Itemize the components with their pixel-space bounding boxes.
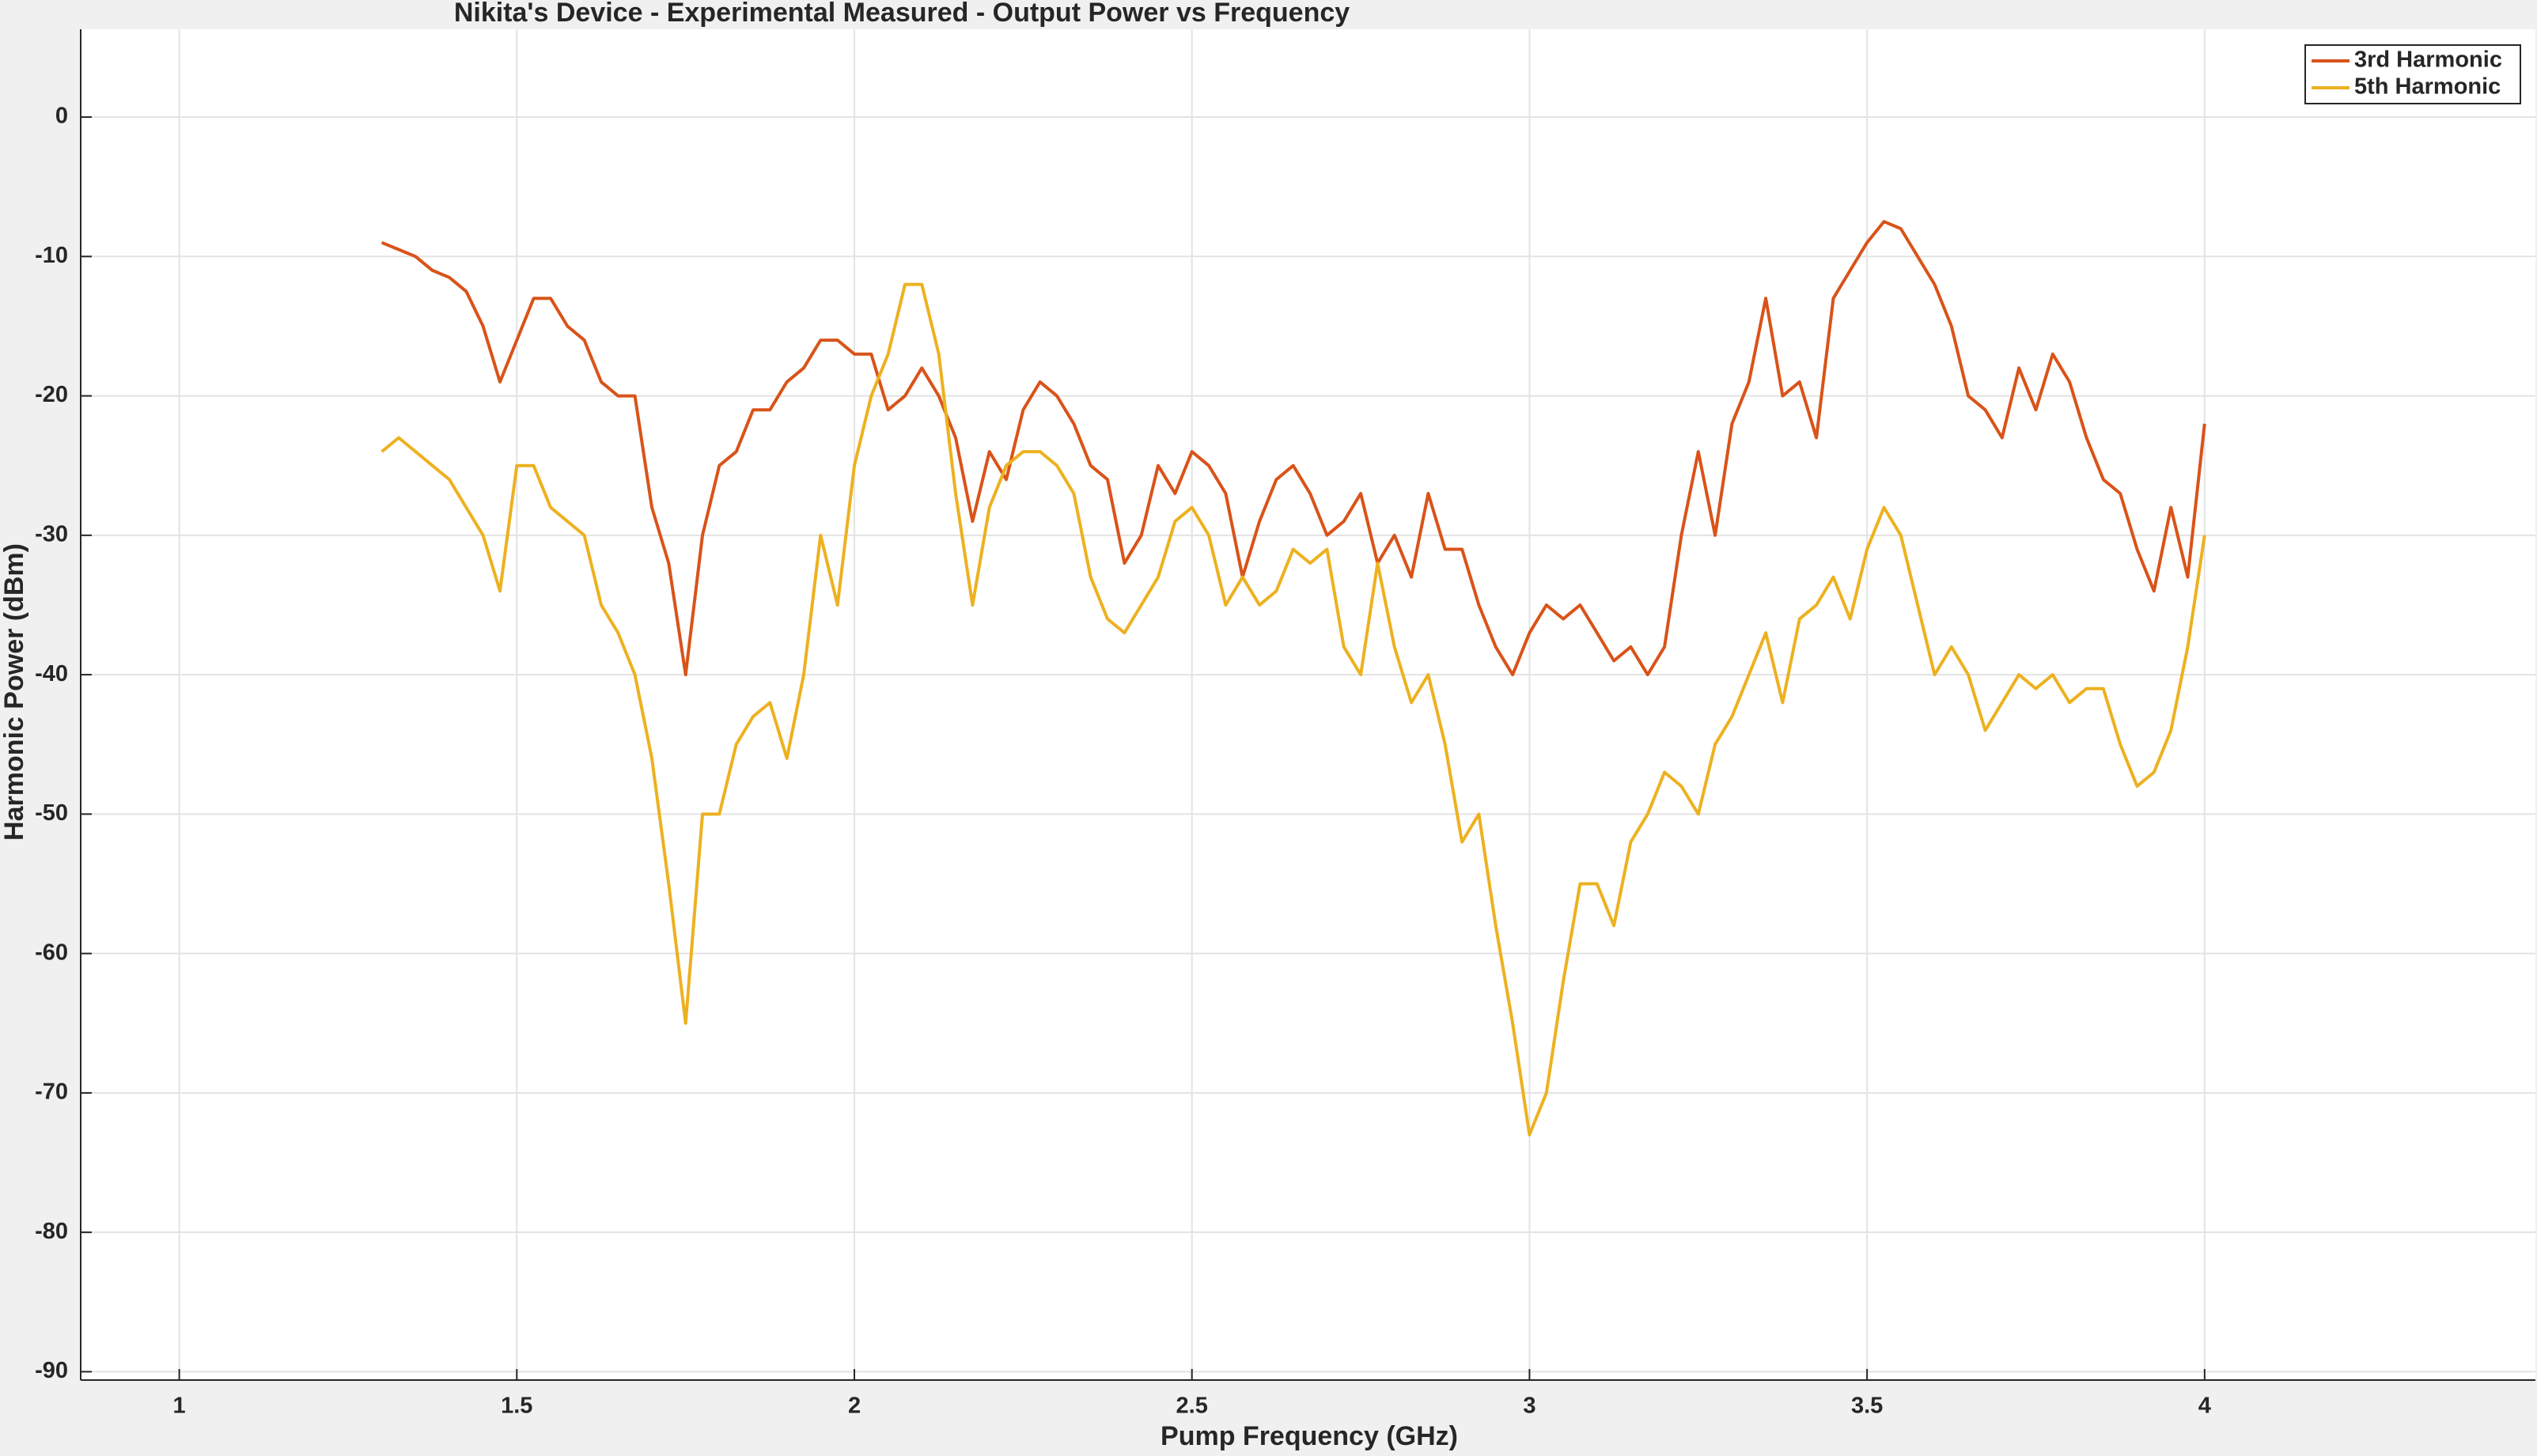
y-tick-label: -40	[35, 661, 68, 686]
chart-title: Nikita's Device - Experimental Measured …	[454, 0, 1350, 28]
y-tick-label: -50	[35, 800, 68, 826]
y-tick-label: -60	[35, 940, 68, 965]
data-line	[381, 282, 2206, 1136]
x-tick-label: 1	[173, 1394, 186, 1419]
legend-box	[2304, 44, 2521, 104]
x-tick-label: 3.5	[1851, 1394, 1883, 1419]
y-tick-label: 0	[55, 104, 68, 129]
plot-area	[81, 29, 2535, 1380]
y-tick-label: -10	[35, 243, 68, 268]
x-tick-label: 4	[2198, 1394, 2211, 1419]
y-tick-label: -70	[35, 1080, 68, 1105]
y-tick-label: -80	[35, 1219, 68, 1244]
legend-label: 3rd Harmonic	[2354, 47, 2502, 73]
x-tick-label: 2.5	[1176, 1394, 1208, 1419]
x-tick-label: 3	[1523, 1394, 1535, 1419]
y-axis-label: Harmonic Power (dBm)	[0, 543, 29, 841]
legend-label: 5th Harmonic	[2354, 74, 2501, 100]
y-tick-label: -20	[35, 382, 68, 407]
x-axis-label: Pump Frequency (GHz)	[1161, 1421, 1458, 1451]
y-tick-label: -90	[35, 1358, 68, 1383]
x-tick-label: 1.5	[501, 1394, 532, 1419]
data-line	[381, 220, 2206, 677]
y-tick-label: -30	[35, 521, 68, 546]
x-tick-label: 2	[848, 1394, 861, 1419]
